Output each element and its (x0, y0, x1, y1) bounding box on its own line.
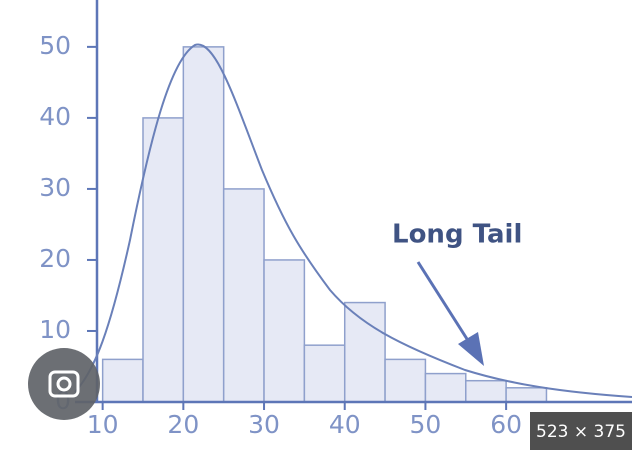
annotation: Long Tail (392, 220, 522, 250)
y-tick-label: 50 (39, 31, 71, 60)
lens-icon (28, 348, 100, 420)
bar (465, 379, 507, 403)
y-tick-label: 40 (39, 102, 71, 131)
bar (505, 387, 548, 403)
x-tick-label: 50 (410, 410, 442, 439)
bar (101, 358, 144, 403)
arrowhead (458, 332, 484, 366)
y-tick-label: 20 (39, 244, 71, 273)
bar (263, 259, 306, 403)
x-tick-label: 20 (167, 410, 199, 439)
size-badge: 523 × 375 (536, 422, 626, 442)
x-tick-label: 40 (329, 410, 361, 439)
bar (343, 301, 386, 403)
annotation-arrow (416, 261, 476, 351)
bar (142, 117, 185, 403)
badge-bg (530, 412, 632, 450)
y-tick-label: 30 (39, 173, 71, 202)
bar (384, 358, 427, 403)
x-tick-label: 10 (87, 410, 119, 439)
density-curve (74, 43, 632, 398)
x-tick-label: 60 (490, 410, 522, 439)
y-tick-label: 10 (39, 315, 71, 344)
bar (222, 188, 265, 403)
bar (424, 372, 467, 403)
x-tick-label: 30 (248, 410, 280, 439)
bar (303, 344, 346, 403)
bar (182, 46, 225, 403)
